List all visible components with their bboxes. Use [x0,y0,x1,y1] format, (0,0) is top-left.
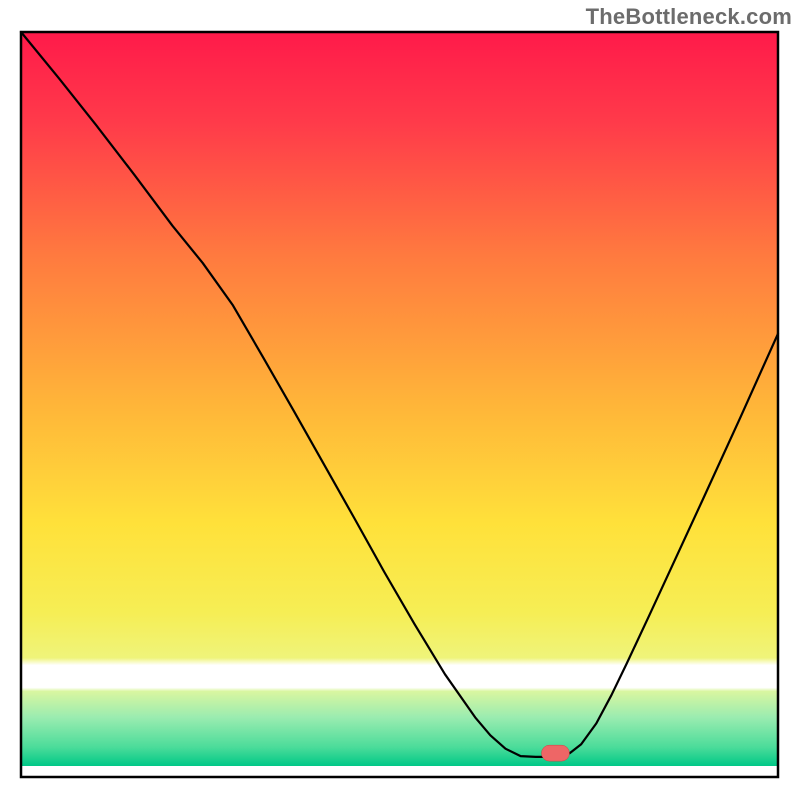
recommended-marker [541,745,569,761]
chart-background-gradient [21,32,778,777]
watermark-text: TheBottleneck.com [586,4,792,30]
bottleneck-chart [0,0,800,800]
chart-container: { "watermark": "TheBottleneck.com", "col… [0,0,800,800]
